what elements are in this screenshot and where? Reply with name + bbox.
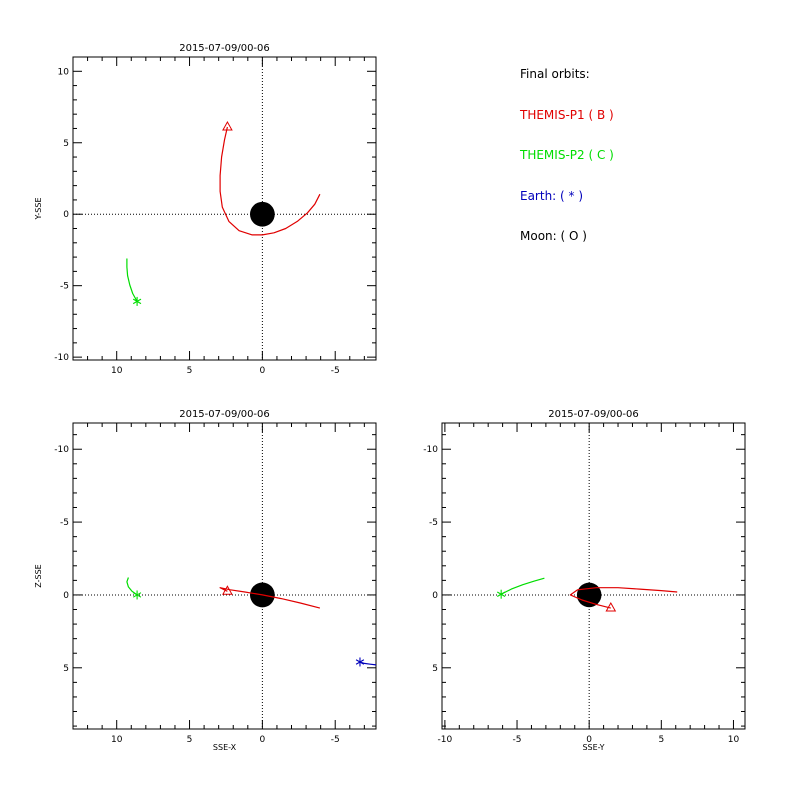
plot-frame [72,422,377,730]
x-tick-label: 0 [586,735,592,745]
orbit-line-0 [569,587,678,609]
x-tick-label: 5 [187,735,193,745]
triangle-marker [222,585,233,595]
x-axis-label: SSE-X [213,743,237,752]
y-tick-label: 10 [58,67,70,77]
x-axis-label: SSE-Y [582,743,604,752]
y-tick-label: -5 [60,518,69,528]
asterisk-marker [132,590,142,600]
legend-entry-moon: Moon: ( O ) [520,229,587,243]
triangle-marker [222,121,233,131]
y-axis-label: Z-SSE [34,564,43,587]
earth-disk [249,201,275,227]
legend-header: Final orbits: [520,67,590,81]
orbit-line-1 [126,577,138,596]
orbit-line-0 [219,126,321,236]
y-axis-label: Y-SSE [34,197,43,220]
y-tick-label: -5 [60,282,69,292]
orbit-line-0 [219,587,321,609]
y-tick-label: 5 [432,664,438,674]
x-tick-label: -5 [331,735,340,745]
plot-frame [441,422,746,730]
y-tick-label: -10 [54,353,69,363]
y-tick-label: -10 [54,445,69,455]
x-tick-label: 10 [111,735,123,745]
legend: Final orbits: THEMIS-P1 ( B ) THEMIS-P2 … [520,66,780,269]
panel-yz-plane: -10 -5 0 5 10 5 0 -5 -10 2015-07-09/00-06 SSE-Y [423,409,746,752]
y-tick-label: -5 [429,518,438,528]
y-tick-label: 0 [432,591,438,601]
x-tick-label: -5 [331,366,340,376]
legend-entry-themis-p2: THEMIS-P2 ( C ) [520,148,614,162]
x-tick-label: 5 [187,366,193,376]
y-tick-label: 5 [63,664,69,674]
x-tick-label: -10 [438,735,453,745]
legend-entry-themis-p1: THEMIS-P1 ( B ) [520,107,614,122]
y-tick-label: 0 [63,591,69,601]
triangle-marker [605,602,617,612]
chart-title: 2015-07-09/00-06 [179,409,270,420]
y-tick-label: 5 [63,139,69,149]
asterisk-marker [355,657,365,667]
plot-frame [72,56,377,361]
earth-disk [576,582,602,608]
x-tick-label: 5 [658,735,664,745]
panel-xy-plane: 10 5 0 -5 -10 -5 0 5 10 2015-07-09/00-06 Y-SSE [34,43,377,376]
x-tick-label: 10 [728,735,740,745]
chart-title: 2015-07-09/00-06 [548,409,639,420]
panel-xz-plane: 10 5 0 -5 5 0 -5 -10 2015-07-09/00-06 SSE-X Z-SSE [34,409,377,752]
y-tick-label: 0 [63,210,69,220]
y-tick-label: -10 [423,445,438,455]
x-tick-label: 10 [111,366,123,376]
x-tick-label: 0 [260,735,266,745]
x-tick-label: 0 [260,366,266,376]
orbit-line-1 [126,258,138,302]
x-tick-label: -5 [513,735,522,745]
legend-entry-earth: Earth: ( * ) [520,188,584,203]
asterisk-marker [496,589,506,599]
orbit-line-1 [500,577,545,595]
chart-title: 2015-07-09/00-06 [179,43,270,54]
asterisk-marker [132,296,142,306]
